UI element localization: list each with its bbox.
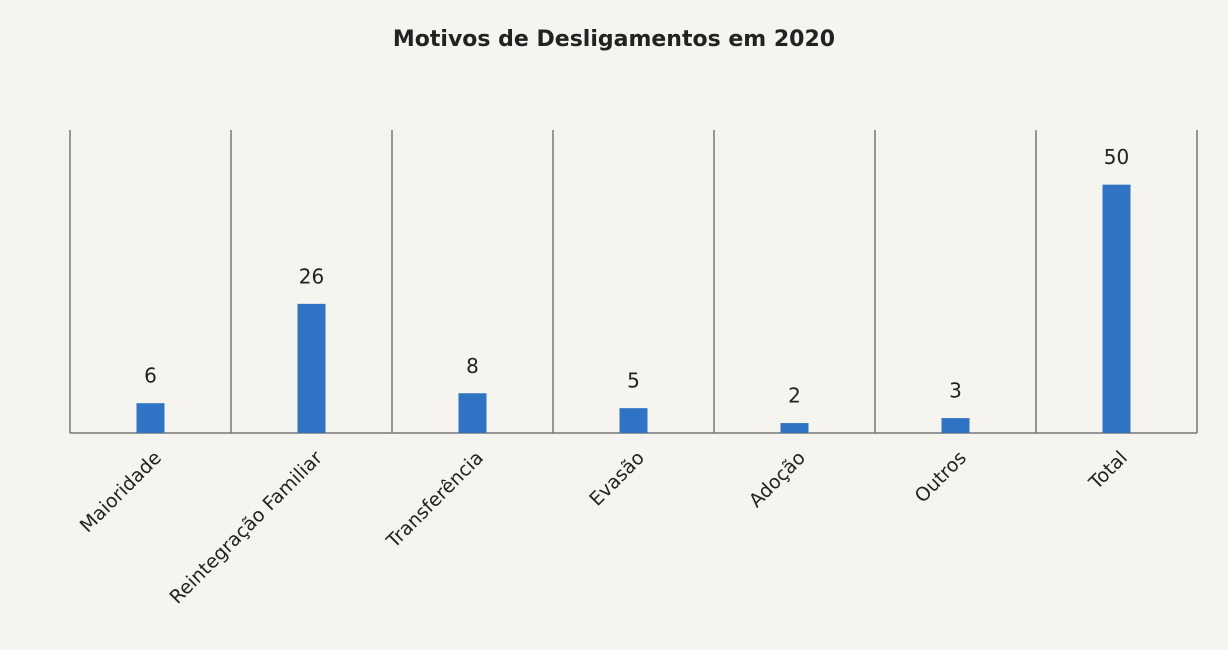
chart-title: Motivos de Desligamentos em 2020 xyxy=(393,27,835,52)
bar xyxy=(941,418,970,433)
value-label: 26 xyxy=(299,264,324,288)
bar xyxy=(1102,184,1131,433)
value-label: 50 xyxy=(1104,145,1129,169)
bar xyxy=(458,393,487,433)
value-label: 2 xyxy=(788,384,801,408)
value-label: 3 xyxy=(949,379,962,403)
bar xyxy=(297,303,326,433)
value-label: 6 xyxy=(144,364,157,388)
value-label: 5 xyxy=(627,369,640,393)
value-label: 8 xyxy=(466,354,479,378)
bar xyxy=(619,408,648,433)
bar xyxy=(136,403,165,433)
bar xyxy=(780,423,809,433)
